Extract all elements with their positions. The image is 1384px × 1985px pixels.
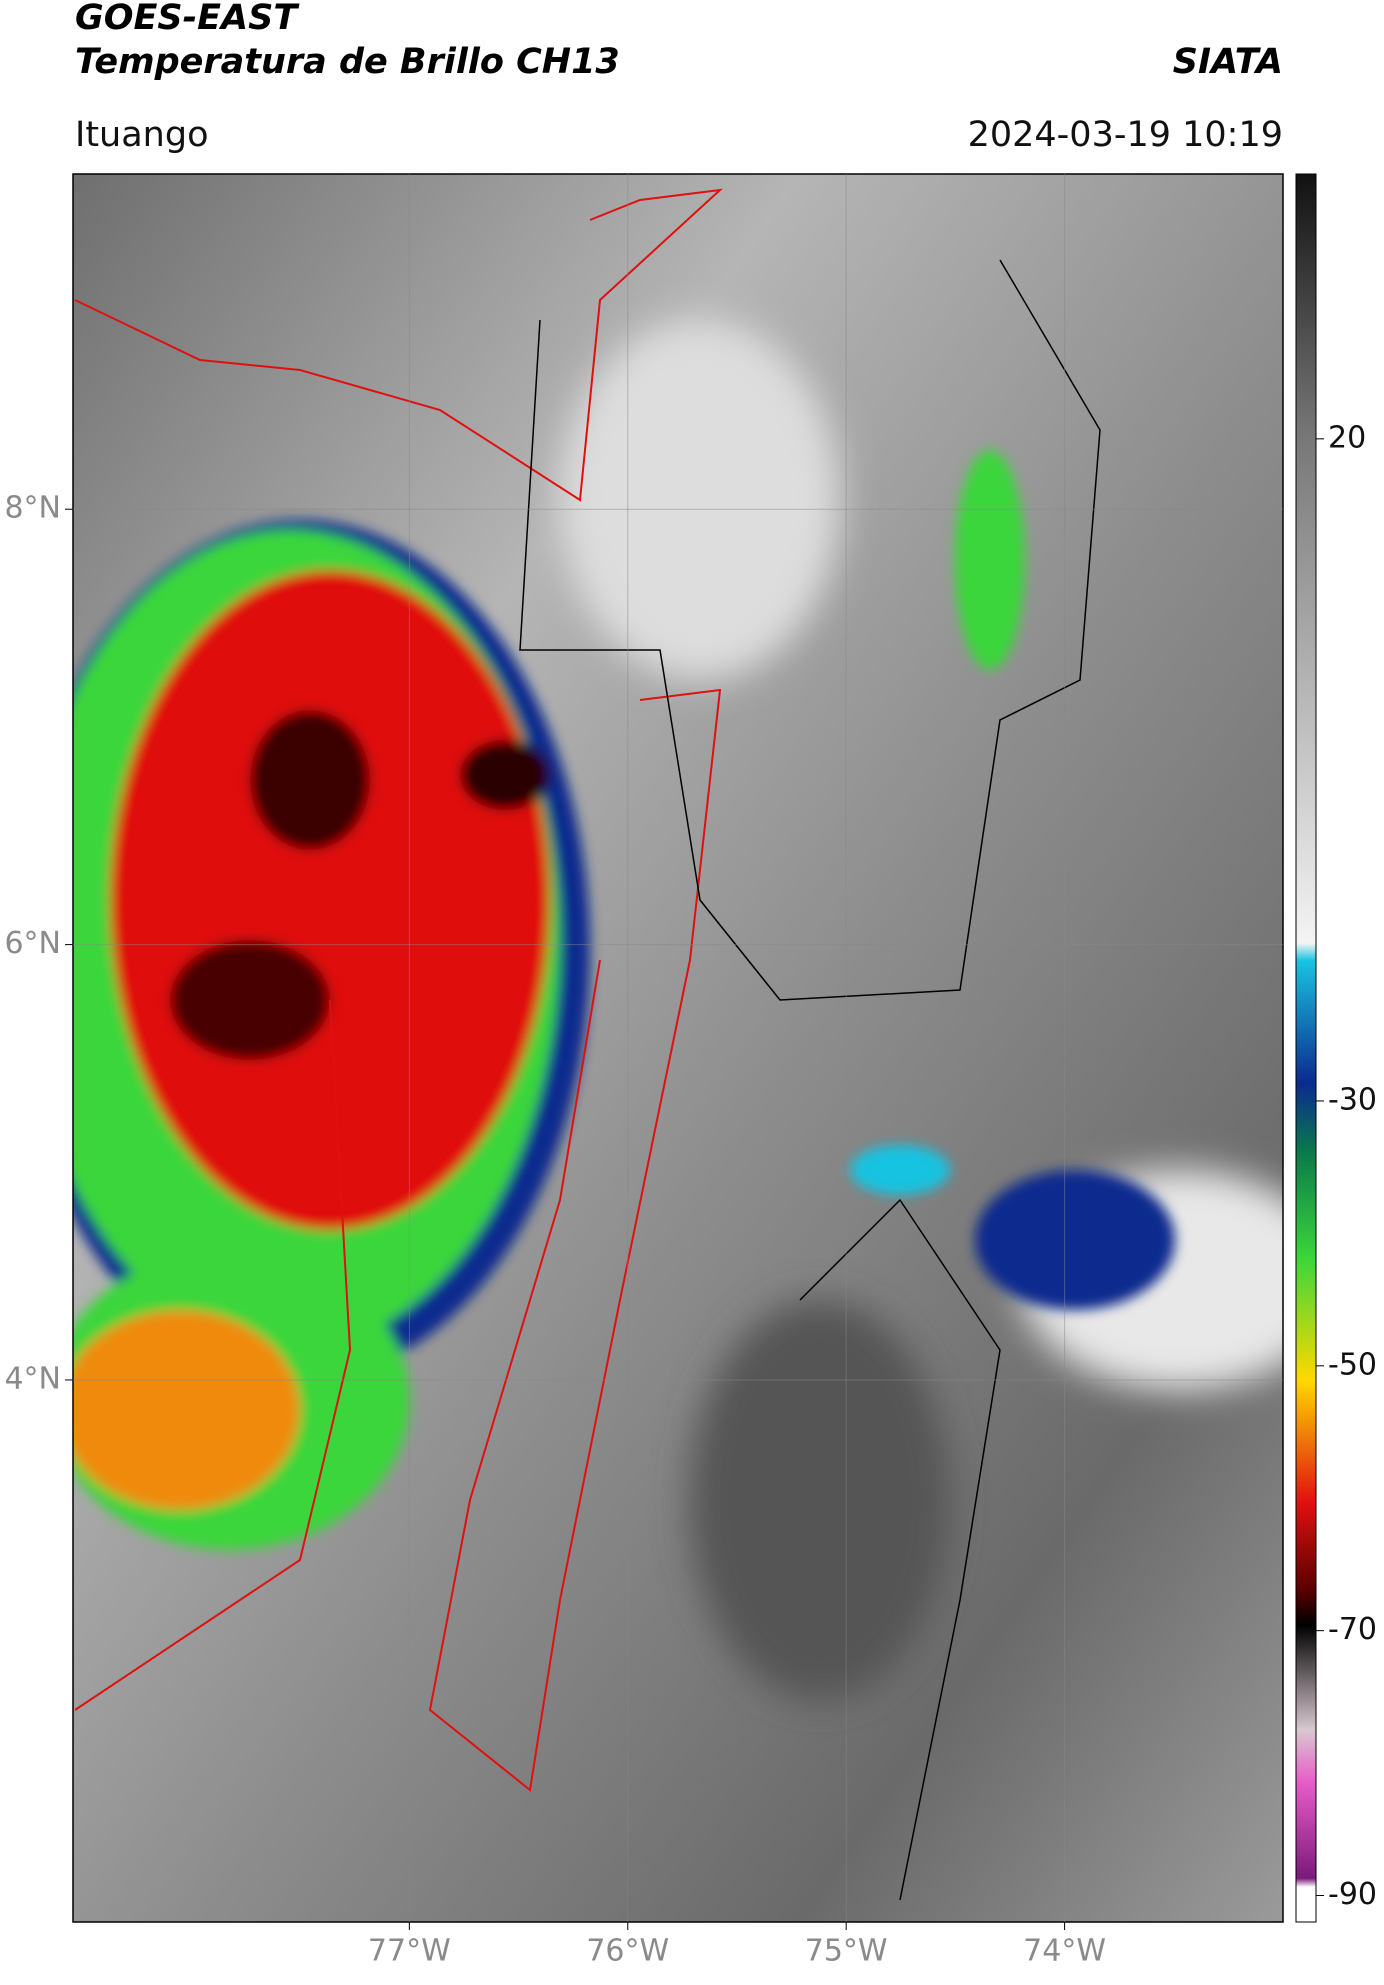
lat-label: 6°N: [4, 926, 61, 961]
lon-label: 76°W: [586, 1934, 669, 1969]
colorbar: [1295, 173, 1317, 1923]
subtitle: Temperatura de Brillo CH13: [75, 42, 620, 82]
lat-label: 8°N: [4, 491, 61, 526]
datetime: 2024-03-19 10:19: [968, 115, 1283, 155]
map-frame: [72, 173, 1284, 1923]
brand: SIATA: [1173, 42, 1283, 82]
lon-label: 77°W: [368, 1934, 451, 1969]
location: Ituango: [75, 115, 209, 155]
lon-label: 74°W: [1023, 1934, 1106, 1969]
lon-label: 75°W: [805, 1934, 888, 1969]
colorbar-label: -50: [1328, 1347, 1377, 1382]
colorbar-label: -30: [1328, 1082, 1377, 1117]
title: GOES-EAST: [75, 0, 300, 38]
colorbar-label: -70: [1328, 1612, 1377, 1647]
colorbar-label: -90: [1328, 1877, 1377, 1912]
colorbar-label: 20: [1328, 420, 1366, 455]
satellite-image: [73, 174, 1283, 1922]
lat-label: 4°N: [4, 1361, 61, 1396]
